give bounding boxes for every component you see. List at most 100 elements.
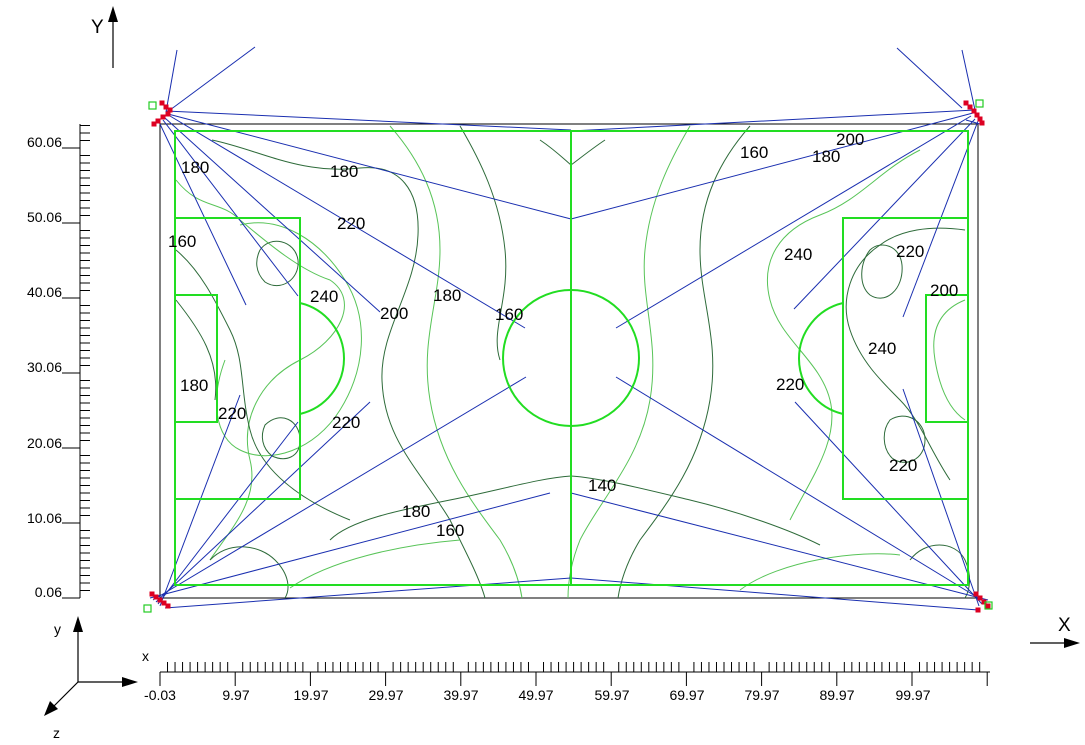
- coordinate-triad: y x z: [44, 616, 149, 741]
- x-axis-ruler: -0.03 9.97 19.97 29.97 39.97 49.97 59.97…: [144, 662, 990, 703]
- luminaire-icon: [977, 116, 983, 122]
- contour-line: [211, 139, 486, 599]
- contour-label: 220: [218, 404, 246, 423]
- luminaire-icon: [159, 100, 165, 106]
- contour-label: 240: [310, 287, 338, 306]
- contour-label: 180: [812, 147, 840, 166]
- aiming-line: [570, 109, 976, 132]
- y-tick-label: 10.06: [27, 510, 62, 526]
- x-tick-label: 79.97: [744, 687, 779, 703]
- x-tick-label: 59.97: [594, 687, 629, 703]
- contour-label: 180: [180, 376, 208, 395]
- contour-label: 240: [868, 339, 896, 358]
- luminaire-icon: [165, 111, 171, 117]
- pole-icon: [975, 99, 984, 108]
- luminaire-groups: [143, 99, 993, 613]
- luminaire-icon: [974, 112, 980, 118]
- luminaire-icon: [160, 114, 166, 120]
- luminaire-icon: [165, 603, 171, 609]
- luminaire-icon: [979, 120, 985, 126]
- aiming-line: [165, 110, 572, 131]
- y-axis-arrow: Y: [91, 6, 118, 68]
- y-tick-label: 0.06: [35, 584, 62, 600]
- aiming-line: [570, 577, 979, 611]
- aiming-line: [157, 421, 299, 605]
- football-pitch-markings: [174, 130, 969, 586]
- contour-line: [175, 179, 345, 561]
- x-tick-label: 29.97: [368, 687, 403, 703]
- y-tick-label: 40.06: [27, 284, 62, 300]
- arrowhead-icon: [44, 701, 58, 716]
- luminaire-icon: [971, 108, 977, 114]
- contour-line: [861, 244, 903, 299]
- contour-line: [739, 553, 901, 591]
- aiming-line: [155, 401, 371, 603]
- right-penalty-arc: [798, 302, 844, 415]
- contour-label: 160: [436, 521, 464, 540]
- y-tick-label: 30.06: [27, 359, 62, 375]
- x-tick-label: 19.97: [293, 687, 328, 703]
- contour-label: 200: [836, 130, 864, 149]
- x-tick-label: 89.97: [819, 687, 854, 703]
- aiming-line: [965, 119, 981, 125]
- y-axis-ruler: 0.06 10.06 20.06 30.06 40.06 50.06 60.06: [27, 124, 90, 600]
- y-tick-label: 60.06: [27, 134, 62, 150]
- contour-line: [389, 125, 523, 599]
- x-tick-label: 49.97: [518, 687, 553, 703]
- aiming-line: [615, 115, 972, 329]
- luminaire-icon: [985, 603, 991, 609]
- contour-label: 180: [433, 286, 461, 305]
- contour-label: 220: [337, 214, 365, 233]
- contour-line: [209, 546, 289, 599]
- x-tick-label: 69.97: [669, 687, 704, 703]
- aiming-line: [159, 394, 241, 607]
- aiming-line: [169, 115, 526, 329]
- x-tick-label: 99.97: [895, 687, 930, 703]
- aiming-line: [164, 577, 572, 609]
- contour-line: [845, 227, 966, 481]
- aiming-line: [570, 492, 989, 601]
- left-penalty-arc: [299, 302, 345, 415]
- luminaire-icon: [963, 100, 969, 106]
- contour-label: 200: [380, 304, 408, 323]
- y-axis-name: Y: [91, 17, 104, 38]
- x-tick-label: 9.97: [222, 687, 249, 703]
- contour-line: [459, 125, 507, 361]
- x-tick-label: 39.97: [443, 687, 478, 703]
- contour-label: 220: [332, 413, 360, 432]
- luminaire-icon: [155, 118, 161, 124]
- aiming-line: [570, 112, 974, 220]
- contour-line: [933, 299, 966, 421]
- luminaire-icon: [981, 599, 987, 605]
- luminaire-icon: [977, 595, 983, 601]
- luminaire-icon: [151, 121, 157, 127]
- contour-label: 240: [784, 245, 812, 264]
- pole-icon: [984, 601, 993, 610]
- y-tick-label: 50.06: [27, 209, 62, 225]
- luminaire-icon: [149, 591, 155, 597]
- contour-label: 160: [495, 305, 523, 324]
- triad-z-label: z: [53, 725, 60, 741]
- aiming-line: [902, 388, 980, 607]
- contour-line: [175, 249, 351, 521]
- arrowhead-icon: [73, 616, 83, 632]
- arrowhead-icon: [108, 6, 118, 22]
- contour-labels: 180 160 180 220 240 200 180 160 180 220 …: [168, 130, 958, 540]
- contour-line: [256, 240, 299, 287]
- contour-label: 180: [330, 162, 358, 181]
- triad-x-label: x: [142, 648, 149, 664]
- contour-label: 180: [181, 158, 209, 177]
- luminaire-icon: [975, 607, 981, 613]
- contour-label: 200: [930, 281, 958, 300]
- x-axis-arrow: X: [1030, 615, 1080, 648]
- triad-y-label: y: [54, 621, 61, 637]
- aiming-line: [615, 376, 986, 603]
- contour-label: 220: [896, 242, 924, 261]
- aiming-line: [961, 49, 976, 111]
- outer-boundary: [159, 123, 979, 599]
- aiming-line: [167, 113, 572, 220]
- contour-line: [567, 125, 691, 599]
- aiming-line: [793, 118, 976, 310]
- contour-line: [909, 544, 970, 599]
- luminaire-icon: [967, 104, 973, 110]
